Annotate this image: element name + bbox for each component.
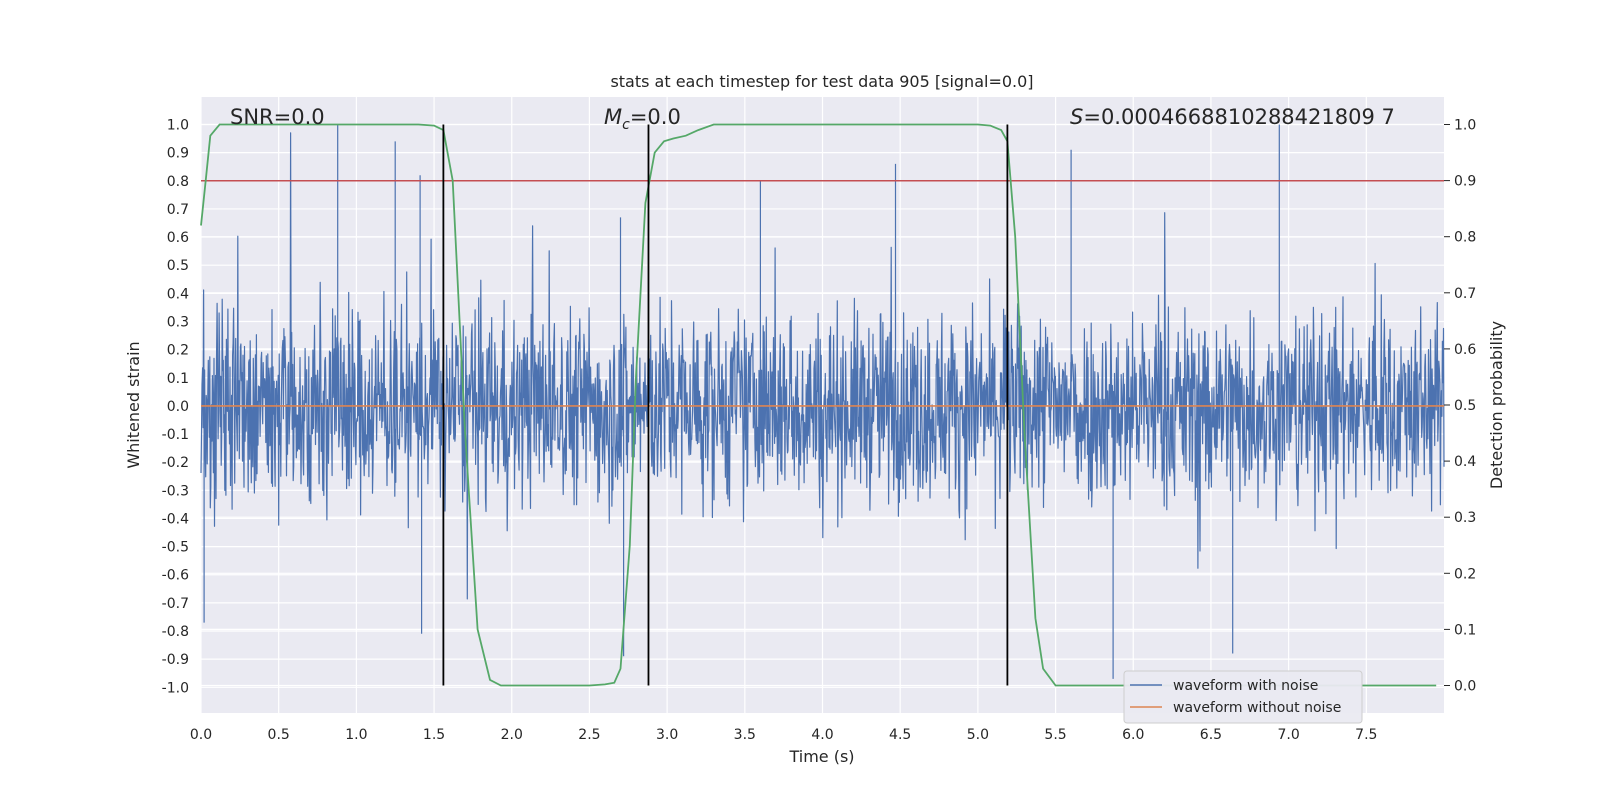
y-axis-right-ticks: 1.0 0.9 0.8 0.7 0.6 0.5 0.4 0.3 0.2 0.1 0.0 <box>1444 118 1476 695</box>
x-tick-label: 6.0 <box>1122 727 1144 743</box>
x-axis-ticks: 0.0 0.5 1.0 1.5 2.0 2.5 3.0 3.5 4.0 4.5 5.0 5.5 6.0 6… <box>190 727 1378 743</box>
x-tick-label: 7.5 <box>1355 727 1377 743</box>
x-tick-label: 7.0 <box>1277 727 1299 743</box>
y-right-tick-label: 0.6 <box>1454 342 1476 358</box>
y-left-tick-label: 0.1 <box>167 371 189 387</box>
mc-value: =0.0 <box>630 105 681 129</box>
y-left-tick-label: 0.4 <box>167 286 189 302</box>
x-tick-label: 3.0 <box>656 727 678 743</box>
y-left-tick-label: 0.8 <box>167 174 189 190</box>
y-left-tick-label: -0.4 <box>162 511 189 527</box>
legend-box <box>1123 670 1363 724</box>
s-annotation: S=0.0004668810288421809 7 <box>1070 105 1395 129</box>
x-tick-label: 5.5 <box>1044 727 1066 743</box>
y-right-tick-label: 0.5 <box>1454 398 1476 414</box>
y-right-tick-label: 0.8 <box>1454 230 1476 246</box>
grid <box>200 97 1444 713</box>
x-axis-label: Time (s) <box>788 747 854 766</box>
y-left-tick-label: 0.2 <box>167 343 189 359</box>
y-left-tick-label: -0.3 <box>162 483 189 499</box>
mc-subscript: c <box>622 117 630 133</box>
y-right-tick-label: 0.0 <box>1454 679 1476 695</box>
y-left-tick-label: -1.0 <box>162 680 189 696</box>
y-left-tick-label: -0.5 <box>162 540 189 556</box>
y-right-tick-label: 0.2 <box>1454 566 1476 582</box>
y-axis-left-label: Whitened strain <box>124 341 143 468</box>
x-tick-label: 6.5 <box>1200 727 1222 743</box>
mc-annotation: Mc=0.0 <box>604 105 681 133</box>
y-right-tick-label: 0.9 <box>1454 174 1476 190</box>
x-tick-label: 5.0 <box>967 727 989 743</box>
x-tick-label: 1.5 <box>423 727 445 743</box>
y-left-tick-label: 1.0 <box>167 118 189 134</box>
y-left-tick-label: -0.9 <box>162 652 189 668</box>
y-left-tick-label: -0.8 <box>162 624 189 640</box>
mc-symbol: M <box>604 105 622 129</box>
y-right-tick-label: 0.1 <box>1454 622 1476 638</box>
y-left-tick-label: -0.7 <box>162 596 189 612</box>
snr-annotation: SNR=0.0 <box>230 105 325 129</box>
chart-title: stats at each timestep for test data 905… <box>610 72 1033 91</box>
y-axis-right-label: Detection probability <box>1487 321 1506 489</box>
y-left-tick-label: -0.1 <box>162 427 189 443</box>
y-left-tick-label: -0.2 <box>162 455 189 471</box>
series-detection-probability <box>200 123 1437 687</box>
x-tick-label: 0.0 <box>190 727 212 743</box>
x-tick-label: 1.0 <box>345 727 367 743</box>
x-tick-label: 4.5 <box>889 727 911 743</box>
y-axis-left-ticks: 1.0 0.9 0.8 0.7 0.6 0.5 0.4 0.3 0.2 0.1 0.0 -0.1 -0.… <box>162 118 189 697</box>
legend: waveform with noise waveform without noi… <box>1123 670 1363 724</box>
y-right-tick-label: 0.4 <box>1454 454 1476 470</box>
x-tick-label: 0.5 <box>268 727 290 743</box>
y-left-tick-label: 0.7 <box>167 202 189 218</box>
s-symbol: S <box>1070 105 1083 129</box>
y-left-tick-label: 0.0 <box>167 399 189 415</box>
x-tick-label: 2.5 <box>578 727 600 743</box>
y-right-tick-label: 0.7 <box>1454 286 1476 302</box>
y-left-tick-label: 0.9 <box>167 146 189 162</box>
plot-area <box>200 123 1445 687</box>
series-waveform-with-noise <box>200 124 1445 679</box>
x-tick-label: 4.0 <box>811 727 833 743</box>
y-right-tick-label: 1.0 <box>1454 118 1476 134</box>
y-left-tick-label: -0.6 <box>162 568 189 584</box>
y-left-tick-label: 0.3 <box>167 314 189 330</box>
s-value: =0.0004668810288421809 7 <box>1083 105 1395 129</box>
y-left-tick-label: 0.6 <box>167 230 189 246</box>
y-left-tick-label: 0.5 <box>167 258 189 274</box>
legend-label-clean: waveform without noise <box>1173 700 1341 716</box>
y-right-tick-label: 0.3 <box>1454 510 1476 526</box>
legend-label-noise: waveform with noise <box>1173 678 1318 694</box>
x-tick-label: 2.0 <box>501 727 523 743</box>
x-tick-label: 3.5 <box>734 727 756 743</box>
